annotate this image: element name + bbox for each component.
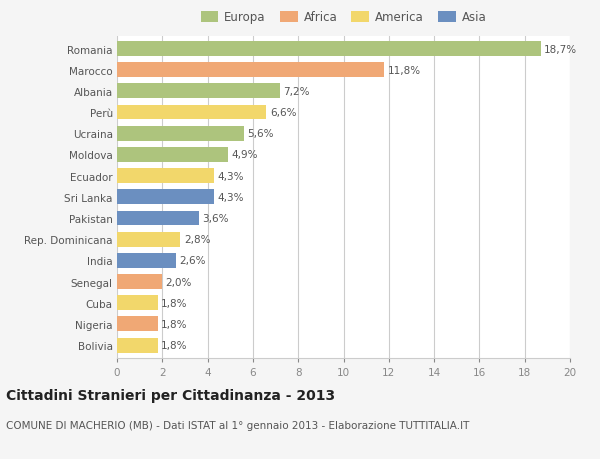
Bar [117, 232, 181, 247]
Bar [117, 296, 158, 310]
Text: 11,8%: 11,8% [388, 66, 421, 76]
Text: Cittadini Stranieri per Cittadinanza - 2013: Cittadini Stranieri per Cittadinanza - 2… [6, 388, 335, 402]
Text: 18,7%: 18,7% [544, 45, 577, 55]
Text: 7,2%: 7,2% [283, 87, 310, 97]
Legend: Europa, Africa, America, Asia: Europa, Africa, America, Asia [200, 11, 487, 24]
Text: 2,6%: 2,6% [179, 256, 206, 266]
Bar [117, 190, 214, 205]
Text: 3,6%: 3,6% [202, 213, 229, 224]
Bar [117, 63, 384, 78]
Text: COMUNE DI MACHERIO (MB) - Dati ISTAT al 1° gennaio 2013 - Elaborazione TUTTITALI: COMUNE DI MACHERIO (MB) - Dati ISTAT al … [6, 420, 469, 430]
Text: 4,3%: 4,3% [218, 192, 244, 202]
Bar [117, 42, 541, 57]
Bar [117, 106, 266, 120]
Text: 4,9%: 4,9% [232, 150, 258, 160]
Bar [117, 253, 176, 268]
Text: 1,8%: 1,8% [161, 298, 188, 308]
Bar [117, 211, 199, 226]
Text: 1,8%: 1,8% [161, 319, 188, 329]
Bar [117, 148, 228, 162]
Bar [117, 169, 214, 184]
Text: 2,0%: 2,0% [166, 277, 192, 287]
Text: 5,6%: 5,6% [247, 129, 274, 139]
Text: 1,8%: 1,8% [161, 340, 188, 350]
Bar [117, 317, 158, 331]
Text: 4,3%: 4,3% [218, 171, 244, 181]
Bar [117, 338, 158, 353]
Bar [117, 274, 162, 289]
Bar [117, 84, 280, 99]
Bar [117, 127, 244, 141]
Text: 2,8%: 2,8% [184, 235, 211, 245]
Text: 6,6%: 6,6% [270, 108, 296, 118]
